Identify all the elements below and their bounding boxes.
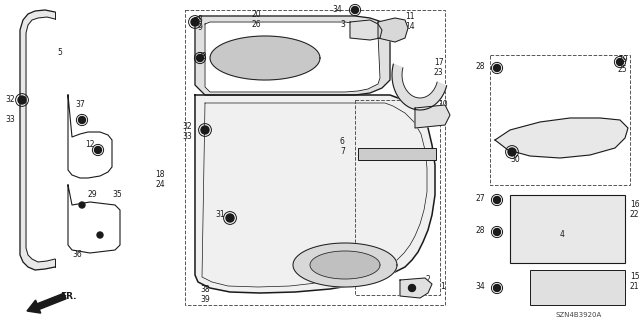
Text: 8: 8 bbox=[198, 15, 203, 24]
Text: 18: 18 bbox=[155, 170, 164, 179]
Polygon shape bbox=[392, 64, 447, 110]
Text: 23: 23 bbox=[434, 68, 444, 77]
Circle shape bbox=[508, 148, 516, 156]
Polygon shape bbox=[310, 251, 380, 279]
Text: 36: 36 bbox=[72, 250, 82, 259]
Polygon shape bbox=[195, 95, 435, 293]
Text: 28: 28 bbox=[198, 52, 207, 61]
Text: 10: 10 bbox=[438, 100, 447, 109]
Text: 28: 28 bbox=[475, 226, 484, 235]
Text: 32: 32 bbox=[182, 122, 191, 131]
Circle shape bbox=[201, 126, 209, 134]
Circle shape bbox=[79, 116, 86, 123]
Circle shape bbox=[493, 64, 500, 71]
Text: 26: 26 bbox=[252, 20, 262, 29]
Polygon shape bbox=[205, 22, 380, 92]
Polygon shape bbox=[350, 20, 382, 40]
Text: 1: 1 bbox=[440, 282, 445, 291]
Text: 5: 5 bbox=[57, 48, 62, 57]
Text: 21: 21 bbox=[630, 282, 639, 291]
Bar bbox=[185, 10, 445, 305]
Text: 9: 9 bbox=[198, 23, 203, 32]
Polygon shape bbox=[495, 118, 628, 158]
Text: 31: 31 bbox=[215, 210, 225, 219]
Text: 34: 34 bbox=[332, 5, 342, 14]
Text: 19: 19 bbox=[618, 55, 628, 64]
Text: 34: 34 bbox=[475, 282, 484, 291]
Text: 4: 4 bbox=[560, 230, 565, 239]
Text: SZN4B3920A: SZN4B3920A bbox=[555, 312, 601, 318]
Text: 32: 32 bbox=[5, 95, 15, 104]
Text: 30: 30 bbox=[510, 155, 520, 164]
Bar bbox=[355, 100, 440, 295]
Text: 3: 3 bbox=[340, 20, 345, 29]
Bar bbox=[510, 195, 625, 263]
Bar bbox=[358, 148, 436, 160]
Polygon shape bbox=[68, 95, 112, 178]
Circle shape bbox=[95, 146, 102, 153]
Circle shape bbox=[493, 228, 500, 235]
Circle shape bbox=[493, 197, 500, 204]
Polygon shape bbox=[20, 10, 55, 270]
Circle shape bbox=[226, 214, 234, 222]
Polygon shape bbox=[378, 18, 408, 42]
Circle shape bbox=[351, 6, 358, 13]
Text: 33: 33 bbox=[5, 115, 15, 124]
Circle shape bbox=[408, 285, 415, 292]
Bar bbox=[490, 55, 630, 185]
Circle shape bbox=[493, 285, 500, 292]
Text: 33: 33 bbox=[182, 132, 192, 141]
Circle shape bbox=[79, 202, 85, 208]
Text: 13: 13 bbox=[438, 110, 447, 119]
Text: 37: 37 bbox=[75, 100, 84, 109]
Text: 14: 14 bbox=[405, 22, 415, 31]
Circle shape bbox=[18, 96, 26, 104]
Circle shape bbox=[97, 232, 103, 238]
Circle shape bbox=[616, 58, 623, 65]
Text: 35: 35 bbox=[112, 190, 122, 199]
Polygon shape bbox=[195, 16, 390, 95]
Text: 24: 24 bbox=[155, 180, 164, 189]
Text: 16: 16 bbox=[630, 200, 639, 209]
Polygon shape bbox=[400, 278, 432, 298]
Text: 27: 27 bbox=[475, 194, 484, 203]
Polygon shape bbox=[415, 105, 450, 128]
FancyArrow shape bbox=[27, 293, 66, 313]
Circle shape bbox=[191, 18, 199, 26]
Text: 29: 29 bbox=[88, 190, 98, 199]
Polygon shape bbox=[293, 243, 397, 287]
Polygon shape bbox=[68, 185, 120, 253]
Text: 20: 20 bbox=[252, 10, 262, 19]
Text: 39: 39 bbox=[200, 295, 210, 304]
Text: 38: 38 bbox=[200, 285, 210, 294]
Bar bbox=[530, 270, 625, 305]
Circle shape bbox=[196, 55, 204, 62]
Text: 11: 11 bbox=[405, 12, 415, 21]
Text: 6: 6 bbox=[340, 137, 345, 146]
Text: 7: 7 bbox=[340, 147, 345, 156]
Text: 12: 12 bbox=[85, 140, 95, 149]
Text: 25: 25 bbox=[618, 65, 628, 74]
Text: FR.: FR. bbox=[60, 292, 77, 301]
Text: 17: 17 bbox=[434, 58, 444, 67]
Text: 28: 28 bbox=[475, 62, 484, 71]
Text: 22: 22 bbox=[630, 210, 639, 219]
Polygon shape bbox=[210, 36, 320, 80]
Text: 2: 2 bbox=[425, 275, 429, 284]
Text: 15: 15 bbox=[630, 272, 639, 281]
